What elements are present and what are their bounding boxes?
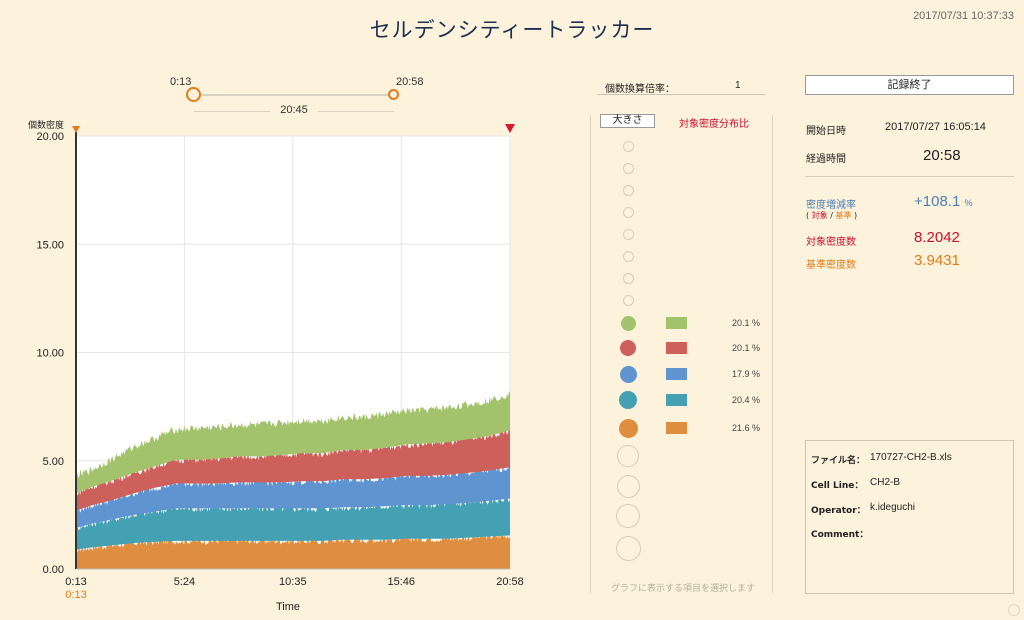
range-start-handle[interactable] xyxy=(186,87,201,102)
target-density-value: 8.2042 xyxy=(914,229,960,246)
end-marker-icon xyxy=(505,124,515,133)
series-swatch-1[interactable] xyxy=(666,317,687,329)
growth-sub-target: 対象 xyxy=(811,211,828,220)
series-area-2 xyxy=(76,495,510,550)
range-end-handle[interactable] xyxy=(388,89,399,100)
multiplier-underline xyxy=(597,94,765,95)
series-swatch-2[interactable] xyxy=(666,342,687,354)
size-circle-empty[interactable] xyxy=(622,162,634,174)
x-tick-label: 15:46 xyxy=(387,576,415,588)
y-axis-label: 個数密度 xyxy=(28,121,65,131)
size-circle-empty[interactable] xyxy=(615,535,641,561)
size-circle-empty[interactable] xyxy=(622,294,634,306)
size-circle-empty[interactable] xyxy=(622,206,634,218)
operator-label: Operator： xyxy=(811,506,866,516)
end-recording-button[interactable]: 記録終了 xyxy=(805,75,1014,95)
size-circle-empty[interactable] xyxy=(616,504,640,528)
ratio-header: 対象密度分布比 xyxy=(679,119,749,130)
size-circle-4[interactable] xyxy=(619,391,637,409)
target-density-label: 対象密度数 xyxy=(806,237,856,248)
size-circle-empty[interactable] xyxy=(622,184,634,196)
y-tick-label: 10.00 xyxy=(36,348,64,360)
series-ratio-2: 20.1 % xyxy=(731,343,760,353)
elapsed-value: 20:58 xyxy=(923,147,961,164)
size-circle-2[interactable] xyxy=(620,340,636,356)
x-tick-label: 0:13 xyxy=(65,576,86,588)
series-ratio-4: 20.4 % xyxy=(731,395,760,405)
operator-value: k.ideguchi xyxy=(870,502,916,513)
x-tick-label: 5:24 xyxy=(174,576,195,588)
file-name-label: ファイル名： xyxy=(811,456,866,466)
legend-divider xyxy=(772,115,773,593)
cell-line-value: CH2-B xyxy=(870,477,901,488)
range-end-label: 20:58 xyxy=(396,76,424,88)
cell-line-label: Cell Line： xyxy=(811,481,864,491)
size-circle-empty[interactable] xyxy=(622,250,634,262)
series-swatch-5[interactable] xyxy=(666,422,687,434)
range-start-label: 0:13 xyxy=(170,76,192,88)
growth-rate-unit: % xyxy=(964,198,973,208)
growth-rate-sublabel: ( 対象 / 基準 ) xyxy=(806,211,858,220)
x-tick-label: 10:35 xyxy=(279,576,307,588)
growth-sub-base: 基準 xyxy=(835,211,852,220)
current-datetime: 2017/07/31 10:37:33 xyxy=(913,10,1014,22)
multiplier-value[interactable]: 1 xyxy=(735,80,741,91)
size-circle-empty[interactable] xyxy=(622,272,634,284)
y-tick-label: 0.00 xyxy=(43,564,64,576)
legend-hint: グラフに表示する項目を選択します xyxy=(610,584,755,594)
series-ratio-1: 20.1 % xyxy=(731,318,760,328)
series-ratio-5: 21.6 % xyxy=(731,423,760,433)
size-circle-empty[interactable] xyxy=(622,228,634,240)
chart-divider xyxy=(590,115,591,593)
size-circle-3[interactable] xyxy=(619,365,637,383)
comment-label: Comment： xyxy=(811,530,869,540)
series-swatch-4[interactable] xyxy=(666,394,687,406)
range-slider-track[interactable] xyxy=(194,94,394,96)
series-area-4 xyxy=(76,427,510,511)
elapsed-label: 経過時間 xyxy=(806,154,846,165)
start-marker-label: 0:13 xyxy=(65,589,86,600)
size-circle-1[interactable] xyxy=(620,315,636,331)
info-divider xyxy=(805,176,1014,177)
series-area-5 xyxy=(76,390,510,494)
base-density-value: 3.9431 xyxy=(914,252,960,269)
size-circle-empty[interactable] xyxy=(617,445,639,467)
range-span-label: 20:45 xyxy=(270,104,318,116)
settings-icon[interactable] xyxy=(1008,604,1020,616)
multiplier-label: 個数換算倍率： xyxy=(605,84,675,95)
series-area-3 xyxy=(76,463,510,528)
start-time-label: 開始日時 xyxy=(806,126,846,137)
file-name-value: 170727-CH2-B.xls xyxy=(870,452,952,463)
y-tick-label: 20.00 xyxy=(36,131,64,143)
size-button[interactable]: 大きさ xyxy=(600,114,655,128)
growth-rate-label: 密度増減率 xyxy=(806,200,856,211)
file-info-box xyxy=(805,440,1014,594)
growth-rate-number: +108.1 xyxy=(914,193,961,210)
start-time-value: 2017/07/27 16:05:14 xyxy=(885,121,986,133)
growth-rate-value: +108.1 % xyxy=(914,193,972,210)
x-axis-label: Time xyxy=(276,601,301,613)
series-swatch-3[interactable] xyxy=(666,368,687,380)
series-area-1 xyxy=(76,533,510,569)
app-title: セルデンシティートラッカー xyxy=(369,18,655,42)
start-marker-icon xyxy=(72,126,80,133)
series-ratio-3: 17.9 % xyxy=(731,369,760,379)
y-tick-label: 15.00 xyxy=(36,239,64,251)
y-tick-label: 5.00 xyxy=(43,456,64,468)
size-circle-empty[interactable] xyxy=(616,474,640,498)
size-circle-5[interactable] xyxy=(618,418,638,438)
growth-sub-sep: / xyxy=(827,211,836,220)
x-tick-label: 20:58 xyxy=(496,576,524,588)
base-density-label: 基準密度数 xyxy=(806,260,856,271)
size-circle-empty[interactable] xyxy=(622,140,634,152)
